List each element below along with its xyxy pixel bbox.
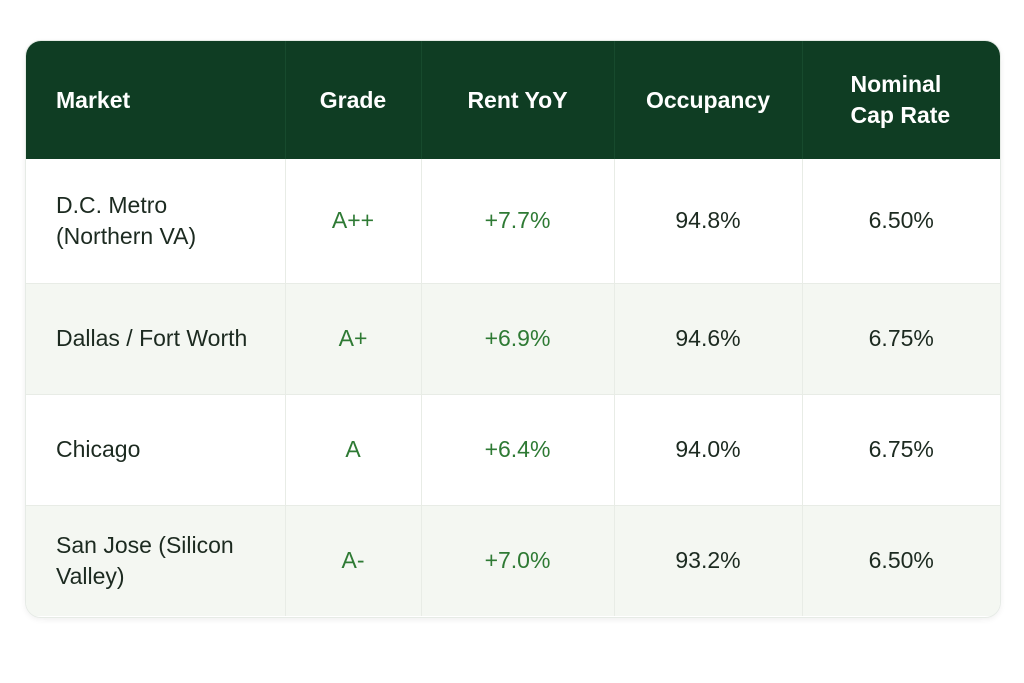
header-market: Market bbox=[26, 41, 286, 159]
cell-rent-yoy: +7.0% bbox=[421, 505, 615, 616]
header-grade: Grade bbox=[285, 41, 422, 159]
cell-cap-rate: 6.75% bbox=[802, 283, 1000, 395]
cell-rent-yoy: +6.4% bbox=[421, 394, 615, 506]
cell-market: Chicago bbox=[26, 394, 286, 506]
market-table-card: Market Grade Rent YoY Occupancy Nominal … bbox=[25, 40, 1001, 618]
table-row: Chicago A +6.4% 94.0% 6.75% bbox=[26, 394, 1000, 506]
cell-grade: A- bbox=[285, 505, 422, 616]
header-cap-rate-line2: Cap Rate bbox=[850, 102, 951, 128]
cell-occupancy: 94.6% bbox=[614, 283, 803, 395]
table-header: Market Grade Rent YoY Occupancy Nominal … bbox=[26, 41, 1000, 159]
cell-grade: A++ bbox=[285, 159, 422, 284]
cell-rent-yoy: +7.7% bbox=[421, 159, 615, 284]
cell-occupancy: 94.8% bbox=[614, 159, 803, 284]
header-cap-rate-line1: Nominal bbox=[850, 71, 942, 97]
cell-occupancy: 93.2% bbox=[614, 505, 803, 616]
header-cap-rate: Nominal Cap Rate bbox=[802, 41, 1000, 159]
table-row: San Jose (Silicon Valley) A- +7.0% 93.2%… bbox=[26, 505, 1000, 616]
cell-cap-rate: 6.50% bbox=[802, 159, 1000, 284]
header-row: Market Grade Rent YoY Occupancy Nominal … bbox=[26, 41, 1000, 159]
cell-cap-rate: 6.50% bbox=[868, 547, 934, 574]
cell-grade: A bbox=[285, 394, 422, 506]
cell-market: San Jose (Silicon Valley) bbox=[26, 505, 286, 616]
cell-market: D.C. Metro (Northern VA) bbox=[26, 159, 286, 284]
table-row: Dallas / Fort Worth A+ +6.9% 94.6% 6.75% bbox=[26, 283, 1000, 395]
market-table: Market Grade Rent YoY Occupancy Nominal … bbox=[26, 41, 1000, 616]
cell-grade: A+ bbox=[285, 283, 422, 395]
table-row: D.C. Metro (Northern VA) A++ +7.7% 94.8%… bbox=[26, 159, 1000, 284]
cell-occupancy: 94.0% bbox=[614, 394, 803, 506]
cell-rent-yoy: +6.9% bbox=[421, 283, 615, 395]
cell-market: Dallas / Fort Worth bbox=[26, 283, 286, 395]
cell-cap-rate: 6.75% bbox=[802, 394, 1000, 506]
header-rent-yoy: Rent YoY bbox=[421, 41, 615, 159]
table-body: D.C. Metro (Northern VA) A++ +7.7% 94.8%… bbox=[26, 159, 1000, 616]
header-occupancy: Occupancy bbox=[614, 41, 803, 159]
